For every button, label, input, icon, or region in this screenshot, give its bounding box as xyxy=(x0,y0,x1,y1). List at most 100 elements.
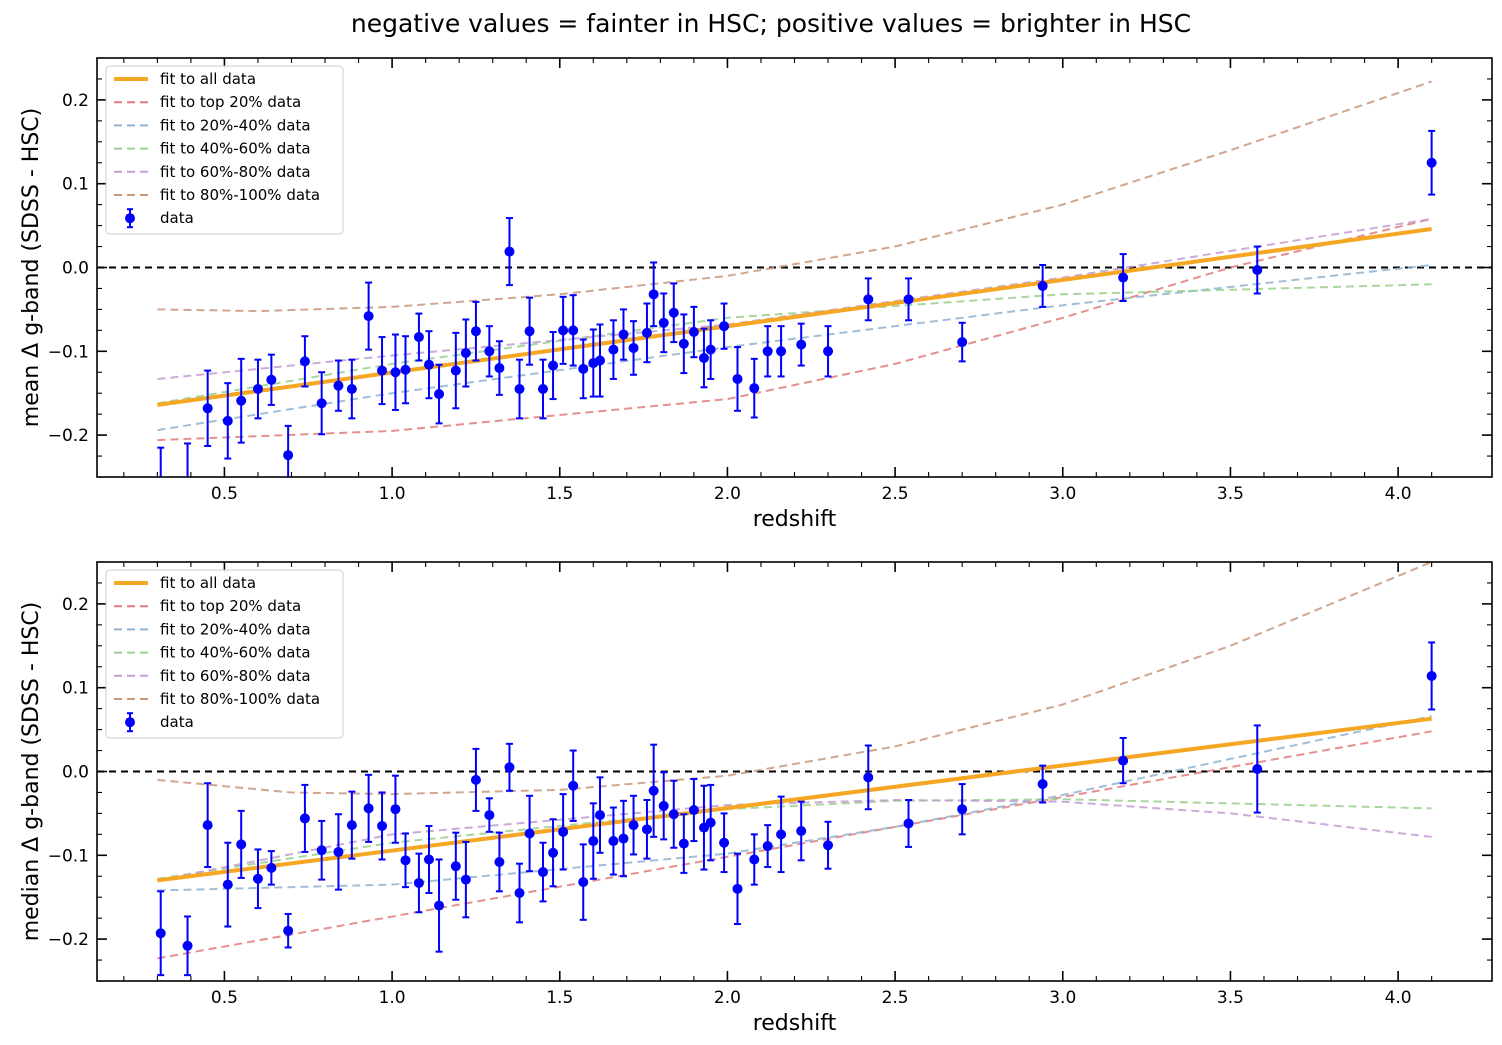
data-point xyxy=(183,480,193,490)
x-tick-label: 2.0 xyxy=(714,988,741,1008)
data-point xyxy=(796,339,807,350)
data-point xyxy=(484,810,495,821)
data-point xyxy=(252,873,263,884)
data-point xyxy=(333,846,344,857)
data-point xyxy=(595,810,606,821)
y-tick-label: −0.2 xyxy=(48,426,89,446)
y-tick-label: 0.0 xyxy=(62,259,89,279)
data-point xyxy=(558,325,569,336)
data-point xyxy=(641,824,652,835)
data-point xyxy=(823,346,834,357)
median-panel: 0.5 1.0 1.5 2.0 2.5 3.0 3.5 4.0 −0.2 −0.1 0.0 0.1 0.… xyxy=(19,561,1493,1036)
x-tick-label: 1.5 xyxy=(546,484,573,504)
data-point xyxy=(470,326,481,337)
y-tick-label: 0.1 xyxy=(62,679,89,699)
data-point xyxy=(524,326,535,337)
data-point xyxy=(524,828,535,839)
x-tick-label: 1.0 xyxy=(379,484,406,504)
x-tick-label: 1.5 xyxy=(546,988,573,1008)
data-point xyxy=(236,395,247,406)
data-point xyxy=(182,940,193,951)
fit-line-3 xyxy=(157,798,1432,880)
data-point xyxy=(470,774,481,785)
axes-frame xyxy=(96,57,1493,478)
data-point xyxy=(608,344,619,355)
data-point xyxy=(548,847,559,858)
x-tick-label: 3.5 xyxy=(1217,988,1244,1008)
data-point xyxy=(658,800,669,811)
data-point xyxy=(628,820,639,831)
x-tick-label: 3.5 xyxy=(1217,484,1244,504)
data-point xyxy=(749,854,760,865)
data-point xyxy=(537,867,548,878)
fit-line-2 xyxy=(157,715,1432,892)
legend-box xyxy=(105,65,344,235)
data-point xyxy=(346,820,357,831)
data-point xyxy=(749,383,760,394)
fit-line-2 xyxy=(157,264,1432,432)
data-point xyxy=(266,374,277,385)
y-tick-label: 0.2 xyxy=(62,91,89,111)
tick-marks xyxy=(97,561,1492,982)
fit-line-4 xyxy=(157,217,1432,380)
legend-entry-label: fit to all data xyxy=(160,70,256,88)
data-point xyxy=(658,317,669,328)
x-axis-label: redshift xyxy=(753,1011,837,1036)
data-point xyxy=(222,415,233,426)
data-point xyxy=(903,818,914,829)
legend-box xyxy=(105,569,344,739)
data-point xyxy=(266,862,277,873)
x-tick-label: 3.0 xyxy=(1049,988,1076,1008)
legend-entry-label: fit to 80%-100% data xyxy=(160,186,320,204)
y-axis-label: median Δ g-band (SDSS - HSC) xyxy=(19,602,44,942)
data-point xyxy=(434,389,445,400)
data-point xyxy=(155,928,166,939)
data-point xyxy=(346,384,357,395)
legend-entry-label: data xyxy=(160,209,194,227)
legend-entry-label: fit to all data xyxy=(160,574,256,592)
x-tick-label: 1.0 xyxy=(379,988,406,1008)
data-point xyxy=(595,355,606,366)
data-point xyxy=(957,337,968,348)
y-axis-label: mean Δ g-band (SDSS - HSC) xyxy=(19,108,44,427)
fit-line-all-data xyxy=(157,227,1432,407)
data-point xyxy=(678,338,689,349)
data-point xyxy=(299,813,310,824)
data-point xyxy=(363,803,374,814)
data-point xyxy=(719,321,730,332)
data-point xyxy=(423,854,434,865)
data-point xyxy=(618,329,629,340)
legend-entry-label: fit to 20%-40% data xyxy=(160,620,311,638)
y-tick-label: −0.1 xyxy=(48,342,89,362)
data-point xyxy=(578,877,589,888)
data-point xyxy=(202,403,213,414)
data-point xyxy=(618,833,629,844)
data-point xyxy=(628,342,639,353)
data-point xyxy=(1118,272,1129,283)
data-point xyxy=(1037,280,1048,291)
data-point xyxy=(236,839,247,850)
data-point xyxy=(450,365,461,376)
data-point xyxy=(648,785,659,796)
data-point xyxy=(316,398,327,409)
data-point xyxy=(719,837,730,848)
error-bar xyxy=(184,442,192,477)
data-point xyxy=(423,359,434,370)
legend-swatch-dot xyxy=(125,213,135,224)
x-tick-label: 2.5 xyxy=(882,988,909,1008)
data-point xyxy=(641,327,652,338)
data-point xyxy=(514,888,525,899)
data-point xyxy=(608,836,619,847)
fit-line-1 xyxy=(157,730,1432,960)
data-point xyxy=(202,820,213,831)
fit-line-all-data xyxy=(157,716,1432,883)
data-point xyxy=(548,360,559,371)
data-point xyxy=(390,367,401,378)
data-point xyxy=(484,346,495,357)
data-point xyxy=(588,836,599,847)
x-tick-label: 2.0 xyxy=(714,484,741,504)
data-point xyxy=(688,327,699,338)
data-point xyxy=(796,825,807,836)
legend-entry-label: fit to top 20% data xyxy=(160,93,301,111)
data-point xyxy=(568,325,579,336)
